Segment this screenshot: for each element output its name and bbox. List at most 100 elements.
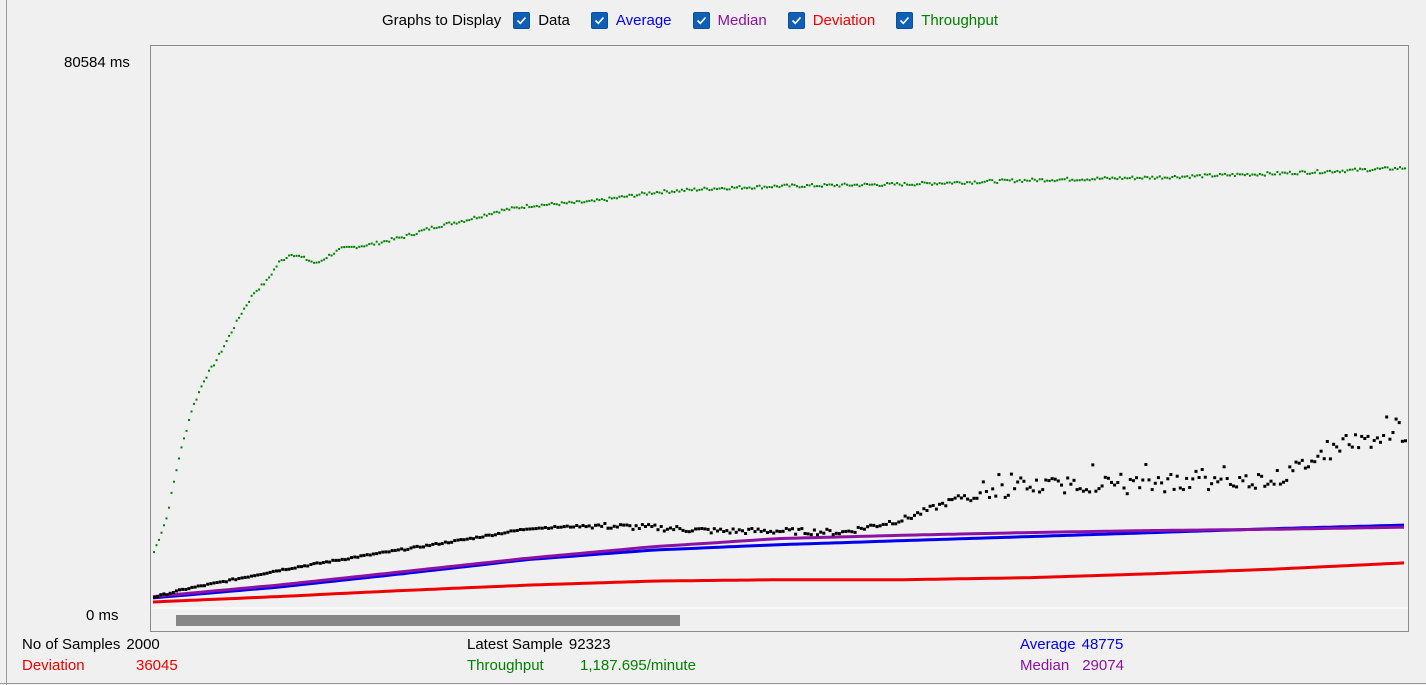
data-point: [243, 575, 247, 579]
data-point: [153, 596, 156, 599]
data-point: [819, 530, 823, 534]
checkbox-deviation[interactable]: Deviation: [787, 11, 875, 29]
throughput-point: [588, 199, 591, 202]
data-point: [756, 527, 760, 531]
data-point: [709, 531, 713, 535]
data-point: [309, 563, 313, 566]
checkmark-icon[interactable]: [513, 11, 531, 29]
data-point: [928, 504, 932, 508]
throughput-point: [818, 185, 821, 188]
series-average: [152, 523, 1405, 600]
throughput-point: [570, 201, 573, 204]
throughput-point: [395, 236, 398, 239]
data-point: [728, 531, 732, 535]
checkmark-icon[interactable]: [692, 11, 710, 29]
throughput-point: [270, 273, 273, 276]
throughput-point: [490, 213, 493, 216]
throughput-point: [460, 220, 463, 222]
throughput-point: [210, 365, 213, 368]
data-point: [609, 526, 613, 530]
throughput-point: [756, 185, 758, 188]
checkmark-icon[interactable]: [896, 11, 914, 29]
throughput-point: [325, 257, 328, 260]
data-point: [240, 576, 244, 580]
data-point: [1257, 473, 1260, 477]
data-point: [1106, 476, 1110, 480]
throughput-point: [768, 186, 771, 188]
graphs-to-display-bar: Graphs to Display Data Average Median De…: [382, 8, 1019, 32]
data-point: [1372, 439, 1376, 442]
throughput-point: [966, 181, 969, 184]
data-point: [850, 530, 854, 534]
data-point: [1404, 439, 1407, 443]
throughput-point: [1361, 168, 1364, 171]
throughput-point: [1096, 176, 1099, 179]
data-point: [1147, 478, 1151, 482]
data-point: [1110, 480, 1113, 484]
data-point: [1213, 476, 1217, 480]
data-point: [869, 523, 873, 527]
throughput-point: [613, 196, 616, 199]
data-point: [1113, 483, 1117, 487]
throughput-point: [315, 261, 318, 264]
checkmark-icon[interactable]: [787, 11, 805, 29]
data-point: [956, 494, 960, 498]
data-point: [750, 527, 754, 530]
data-point: [806, 532, 810, 536]
checkmark-icon[interactable]: [590, 11, 608, 29]
throughput-point: [858, 185, 861, 188]
data-point: [1332, 442, 1336, 446]
data-point: [359, 554, 363, 558]
throughput-point: [883, 183, 886, 186]
data-point: [1344, 434, 1348, 437]
throughput-point: [1126, 177, 1129, 180]
data-point: [844, 529, 848, 533]
data-point: [781, 529, 785, 533]
throughput-point: [605, 199, 608, 202]
data-point: [612, 524, 616, 528]
data-point: [1263, 484, 1267, 488]
data-point: [1232, 484, 1235, 488]
checkbox-median[interactable]: Median: [692, 11, 767, 29]
throughput-point: [283, 259, 286, 262]
throughput-point: [1369, 169, 1371, 172]
data-point: [422, 545, 425, 549]
data-point: [831, 533, 835, 537]
throughput-point: [635, 194, 638, 197]
throughput-point: [658, 191, 661, 194]
throughput-point: [1071, 178, 1074, 181]
checkbox-average[interactable]: Average: [590, 11, 672, 29]
data-point: [1391, 431, 1395, 434]
data-point: [615, 525, 619, 529]
throughput-point: [615, 197, 618, 200]
throughput-point: [408, 232, 411, 235]
throughput-point: [258, 288, 261, 291]
data-point: [1081, 489, 1085, 493]
throughput-point: [926, 182, 929, 185]
throughput-point: [923, 181, 926, 184]
throughput-point: [838, 185, 841, 188]
throughput-point: [398, 236, 401, 239]
data-point: [1122, 486, 1126, 490]
checkbox-throughput[interactable]: Throughput: [896, 11, 998, 29]
throughput-point: [1321, 172, 1324, 175]
data-point: [396, 548, 400, 552]
throughput-point: [1206, 173, 1209, 176]
throughput-point: [828, 183, 831, 186]
checkbox-data[interactable]: Data: [513, 11, 570, 29]
throughput-point: [373, 243, 376, 246]
throughput-point: [410, 234, 413, 237]
stat-latest-value: 92323: [568, 636, 611, 653]
throughput-point: [1153, 177, 1156, 180]
throughput-point: [833, 185, 836, 188]
throughput-point: [873, 183, 876, 186]
throughput-point: [1141, 177, 1144, 180]
throughput-point: [1354, 167, 1356, 170]
throughput-point: [563, 201, 566, 204]
data-point: [1385, 415, 1389, 419]
throughput-point: [1068, 179, 1071, 182]
data-point: [224, 580, 228, 584]
throughput-point: [550, 201, 553, 204]
graph-scrollbar-thumb[interactable]: [176, 615, 680, 626]
throughput-point: [153, 551, 155, 554]
